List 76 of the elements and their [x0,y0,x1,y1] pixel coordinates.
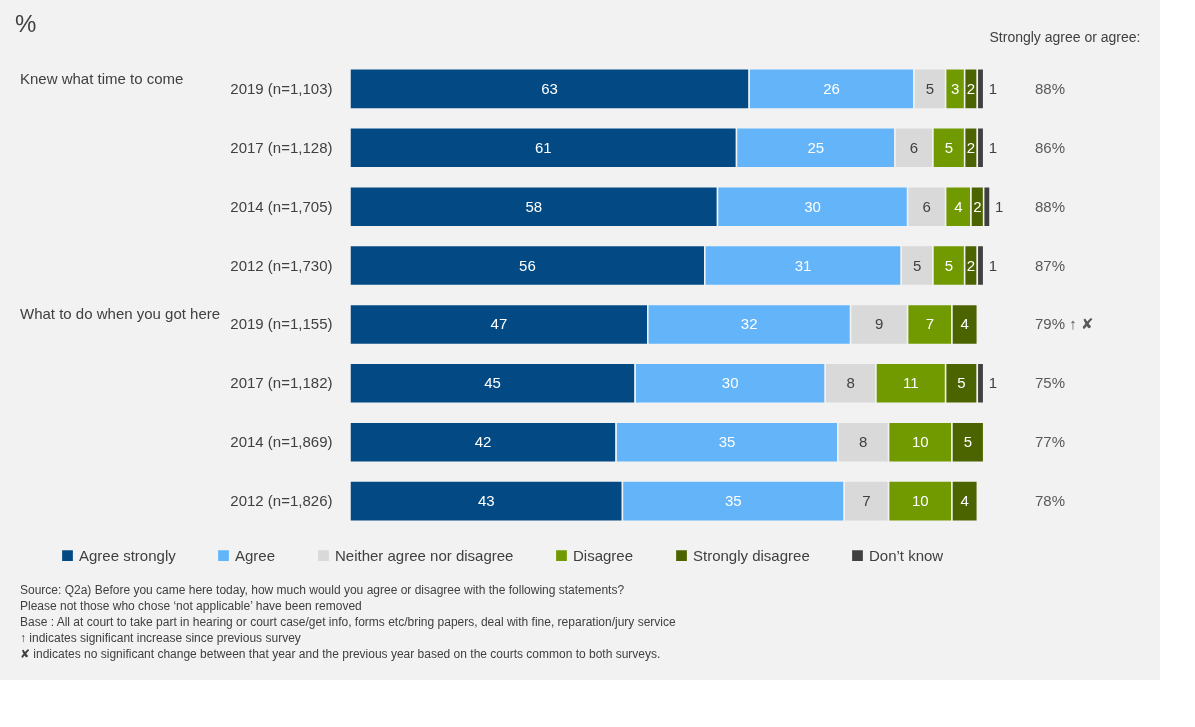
text: % [15,10,37,37]
data-label: 31 [794,256,812,274]
data-label: 4 [954,197,963,215]
data-label: 58 [525,197,543,215]
data-label: 7 [862,492,871,510]
text: ✘ indicates no significant change between that year and the previous year based on the courts common to both surveys. [20,647,661,661]
data-label: 35 [725,492,742,510]
data-label: 45 [484,374,501,392]
data-label: 8 [846,374,855,392]
text: 79% ↑ ✘ [1035,315,1094,333]
legend-label: Disagree [573,546,634,564]
text: Please not those who chose ‘not applicable’ have been removed [20,599,362,613]
data-label: 6 [922,197,931,215]
data-label: 6 [909,138,919,156]
y-tick-label: 2019 (n=1,155) [230,315,333,333]
data-label: 4 [960,492,969,510]
data-label: 56 [519,256,536,274]
legend-label: Don’t know [869,546,944,564]
data-label: 1 [988,256,998,274]
text: 87% [1035,256,1066,274]
data-label: 2 [966,79,976,97]
data-label: 43 [477,492,495,510]
data-label: 30 [804,197,821,215]
text: 86% [1035,138,1066,156]
text: 77% [1035,433,1066,451]
text: 88% [1035,197,1066,215]
data-label: 5 [963,433,972,451]
source-note: Source: Q2a) Before you came here today, how much would you agree or disagree with the following statements? [20,583,625,597]
y-tick-label: 2012 (n=1,730) [230,256,333,274]
y-tick-label: 2014 (n=1,705) [230,197,333,215]
data-label: 1 [988,79,998,97]
text: 88% [1035,79,1066,97]
data-label: 10 [911,433,929,451]
data-label: 5 [925,79,934,97]
data-label: 11 [903,374,919,392]
data-label: 61 [534,138,552,156]
text: Strongly agree or agree: [989,29,1141,45]
y-tick-label: 2017 (n=1,182) [230,374,333,392]
data-label: 47 [490,315,508,333]
text: ↑ indicates significant increase since previous survey [20,631,301,645]
data-label: 1 [988,138,998,156]
data-label: 1 [988,374,998,392]
text: What to do when you got here [20,305,221,323]
data-label: 35 [718,433,736,451]
legend-label: Neither agree nor disagree [335,546,514,564]
data-label: 9 [874,315,884,333]
data-label: 2 [973,197,982,215]
data-label: 2 [966,256,976,274]
text: Base : All at court to take part in hearing or court case/get info, forms etc/bring papers, deal with fine, reparation/jury service [20,615,676,629]
data-label: 1 [995,197,1004,215]
y-tick-label: 2019 (n=1,103) [230,79,333,97]
y-tick-label: 2014 (n=1,869) [230,433,333,451]
data-label: 4 [960,315,969,333]
text: 78% [1035,492,1066,510]
data-label: 5 [944,256,953,274]
data-label: 26 [823,79,840,97]
data-label: 10 [911,492,929,510]
data-label: 3 [950,79,960,97]
data-label: 25 [807,138,825,156]
data-label: 8 [859,433,868,451]
legend-label: Strongly disagree [693,546,810,564]
data-label: 42 [474,433,492,451]
legend-label: Agree [235,546,276,564]
data-label: 32 [740,315,758,333]
data-label: 5 [957,374,966,392]
data-label: 5 [912,256,922,274]
data-label: 30 [721,374,739,392]
text: 75% [1035,374,1066,392]
data-label: 63 [541,79,558,97]
legend-label: Agree strongly [79,546,177,564]
y-tick-label: 2012 (n=1,826) [230,492,333,510]
data-label: 2 [966,138,976,156]
y-tick-label: 2017 (n=1,128) [230,138,333,156]
data-label: 7 [925,315,934,333]
data-label: 5 [944,138,953,156]
text: Knew what time to come [20,69,184,87]
